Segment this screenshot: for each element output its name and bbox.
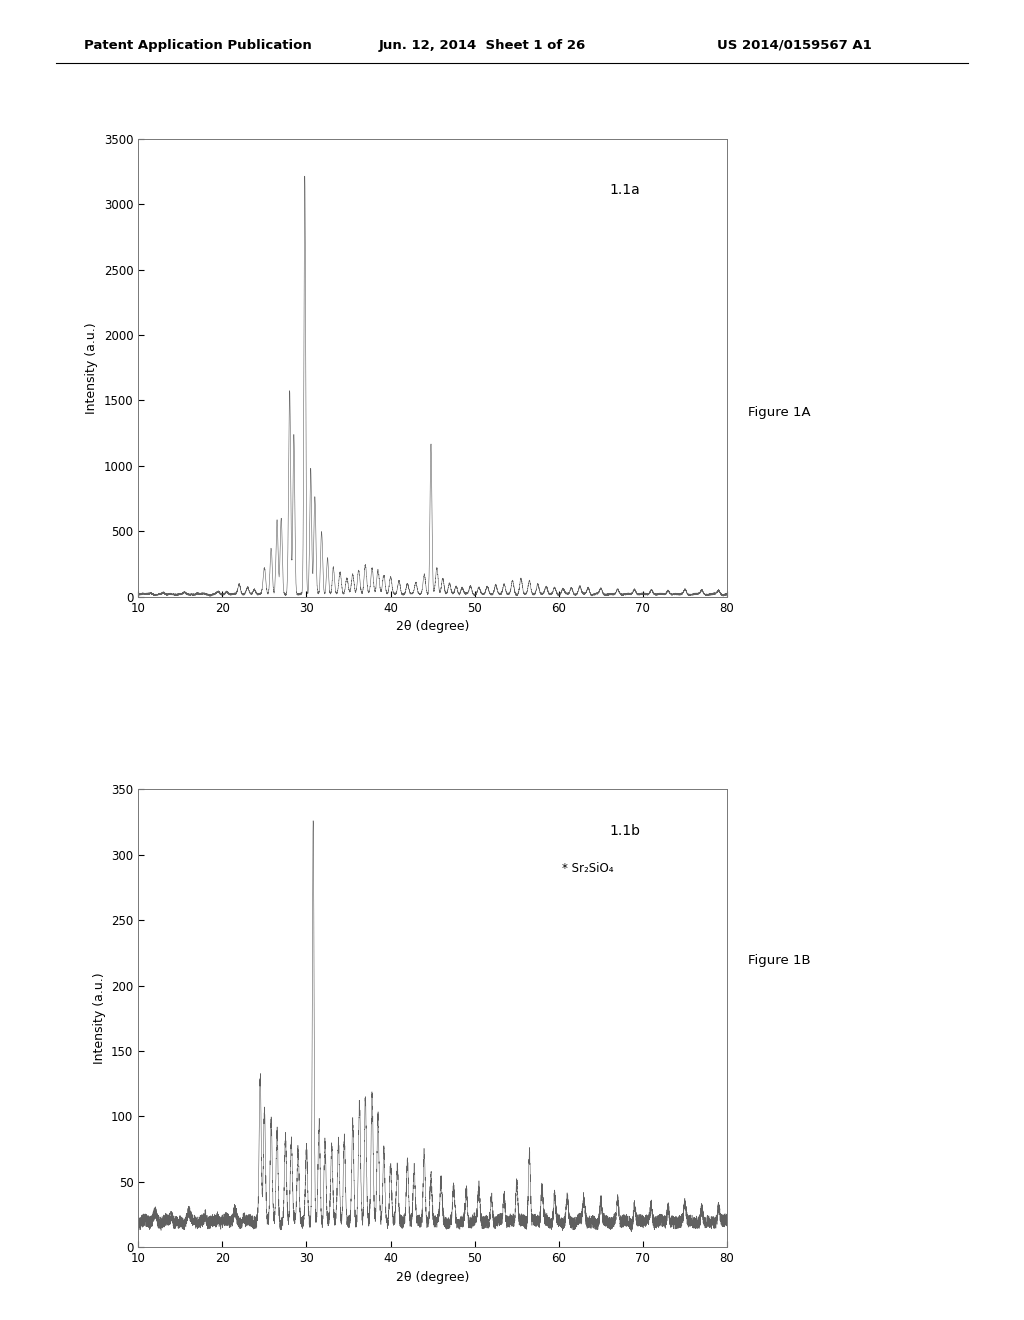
Text: 1.1a: 1.1a xyxy=(609,182,640,197)
Text: * Sr₂SiO₄: * Sr₂SiO₄ xyxy=(562,862,613,875)
X-axis label: 2θ (degree): 2θ (degree) xyxy=(396,1271,469,1284)
Text: Jun. 12, 2014  Sheet 1 of 26: Jun. 12, 2014 Sheet 1 of 26 xyxy=(379,38,586,51)
Y-axis label: Intensity (a.u.): Intensity (a.u.) xyxy=(92,973,105,1064)
X-axis label: 2θ (degree): 2θ (degree) xyxy=(396,620,469,634)
Text: 1.1b: 1.1b xyxy=(609,824,640,838)
Text: Patent Application Publication: Patent Application Publication xyxy=(84,38,311,51)
Text: Figure 1A: Figure 1A xyxy=(748,405,810,418)
Text: Figure 1B: Figure 1B xyxy=(748,953,810,966)
Text: US 2014/0159567 A1: US 2014/0159567 A1 xyxy=(717,38,871,51)
Y-axis label: Intensity (a.u.): Intensity (a.u.) xyxy=(85,322,98,413)
